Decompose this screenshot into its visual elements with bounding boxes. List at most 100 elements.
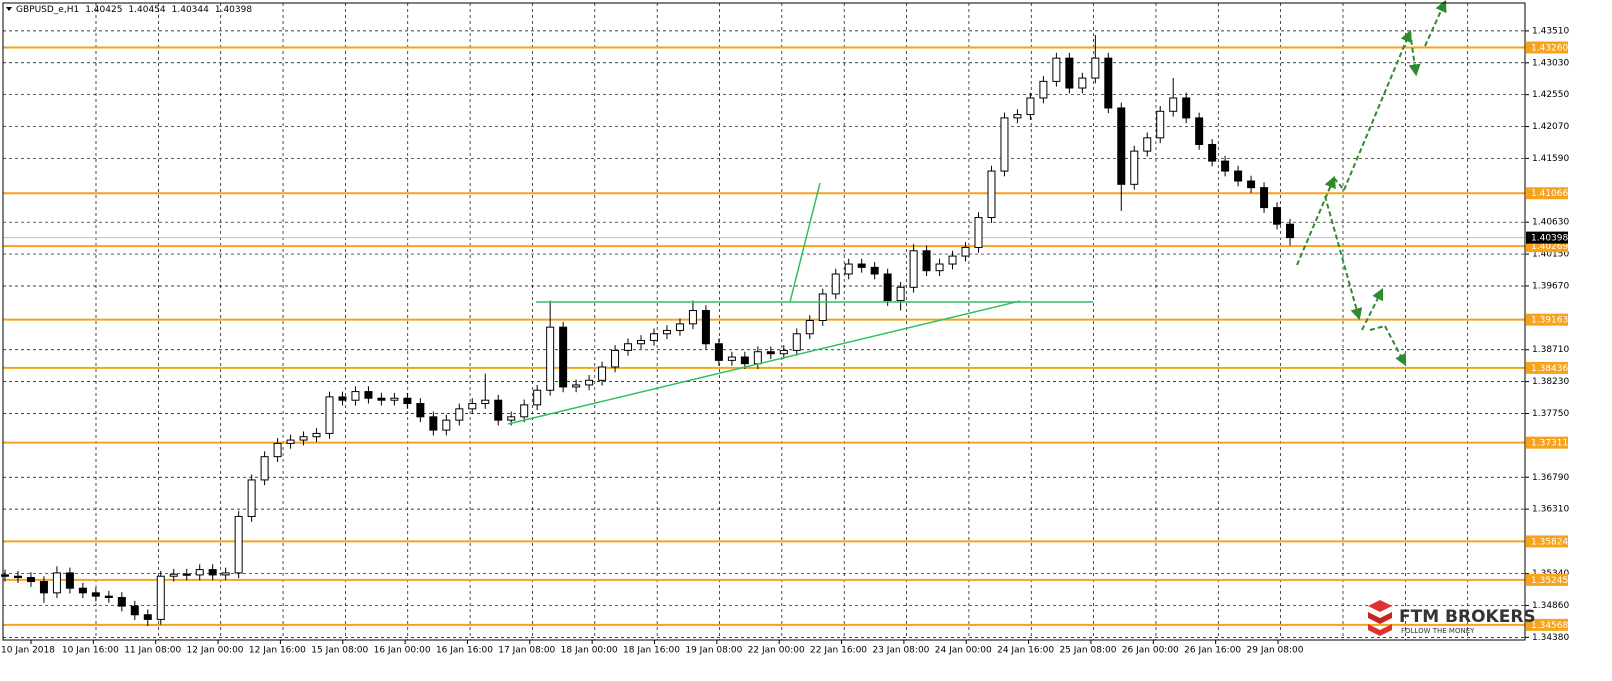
candle-body (559, 326, 568, 388)
level-label-bg (1526, 313, 1568, 326)
x-tick-label: 18 Jan 16:00 (623, 646, 680, 656)
level-label-bg (1526, 535, 1568, 548)
level-label: 1.43260 (1531, 44, 1568, 54)
candle-body (13, 575, 22, 579)
candle-body (987, 170, 996, 219)
y-tick-label: 1.42550 (1532, 90, 1569, 100)
level-label-bg (1526, 573, 1568, 586)
candle-body (1234, 170, 1243, 182)
level-label-bg (1526, 41, 1568, 54)
candle-body (1143, 137, 1152, 152)
level-label: 1.41066 (1531, 189, 1568, 199)
logo: FTM BROKERS FOLLOW THE MONEY (1368, 600, 1536, 636)
y-tick-label: 1.42070 (1532, 122, 1569, 132)
candle-body (1195, 117, 1204, 145)
candle-body (1117, 107, 1126, 185)
candle-body (390, 397, 399, 401)
candle-body (870, 266, 879, 275)
candle-body (494, 399, 503, 421)
level-label: 1.40269 (1531, 242, 1568, 252)
candle-body (104, 595, 113, 598)
candle-body (221, 572, 230, 576)
x-tick-label: 18 Jan 00:00 (561, 646, 618, 656)
arrow (1384, 325, 1407, 367)
candle-body (273, 442, 282, 458)
candle-body (26, 577, 35, 583)
level-label: 1.38436 (1531, 364, 1568, 374)
candle-body (585, 379, 594, 386)
candle-body (1039, 80, 1048, 99)
candle-body (598, 366, 607, 381)
candle-body (468, 403, 477, 410)
candle-body (1091, 57, 1100, 79)
candles (1, 34, 1295, 627)
plot-frame (2, 2, 1526, 641)
candle-body (766, 351, 775, 355)
candle-body (1208, 143, 1217, 162)
level-label: 1.35245 (1531, 576, 1568, 586)
x-tick-label: 11 Jan 08:00 (124, 646, 181, 656)
arrow (1324, 195, 1363, 321)
candle-body (338, 396, 347, 401)
candle-body (351, 391, 360, 401)
grid (3, 3, 1525, 640)
y-tick-label: 1.36310 (1532, 505, 1569, 515)
dropdown-icon[interactable] (6, 7, 12, 11)
y-tick-label: 1.41590 (1532, 154, 1569, 164)
candle-body (286, 439, 295, 444)
x-tick-label: 24 Jan 00:00 (935, 646, 992, 656)
candle-body (1052, 57, 1061, 82)
candle-body (364, 391, 373, 399)
candle-body (195, 569, 204, 576)
candle-body (805, 320, 814, 335)
candle-body (1, 574, 9, 577)
candle-body (260, 456, 269, 481)
logo-name: FTM BROKERS (1399, 607, 1536, 627)
x-tick-label: 24 Jan 16:00 (997, 646, 1054, 656)
arrow (1333, 177, 1345, 191)
y-tick-label: 1.40150 (1532, 250, 1569, 260)
y-tick-label: 1.34380 (1532, 633, 1569, 643)
candle-body (312, 432, 321, 438)
logo-icon (1368, 600, 1392, 612)
x-tick-label: 17 Jan 08:00 (498, 646, 555, 656)
candle-body (883, 273, 892, 302)
candle-body (572, 384, 581, 388)
candle-body (792, 333, 801, 351)
candle-body (39, 581, 48, 594)
candle-body (377, 397, 386, 401)
level-label: 1.34568 (1531, 621, 1568, 631)
y-tick-label: 1.43030 (1532, 58, 1569, 68)
arrow (1343, 29, 1412, 191)
y-tick-label: 1.37750 (1532, 409, 1569, 419)
candle-body (1026, 97, 1035, 116)
ohlc-value: 1.40398 (215, 5, 252, 15)
logo-tagline: FOLLOW THE MONEY (1401, 627, 1475, 635)
arrow (1408, 31, 1421, 77)
candle-body (182, 573, 191, 576)
ohlc-value: 1.40454 (128, 5, 165, 15)
candle-body (325, 396, 334, 434)
candle-body (169, 573, 178, 577)
candle-body (65, 572, 74, 589)
candle-body (416, 403, 425, 418)
candle-body (1286, 223, 1295, 239)
candle-body (896, 286, 905, 302)
candle-body (961, 246, 970, 257)
level-label: 1.35824 (1531, 537, 1568, 547)
current-price-bg (1526, 231, 1568, 244)
projection-line (789, 182, 821, 303)
x-tick-label: 22 Jan 16:00 (810, 646, 867, 656)
level-label-bg (1526, 361, 1568, 374)
candle-body (909, 250, 918, 288)
candle-body (753, 351, 762, 365)
candle-body (948, 255, 957, 265)
y-tick-label: 1.38230 (1532, 377, 1569, 387)
candle-body (507, 416, 516, 421)
y-tick-label: 1.34860 (1532, 601, 1569, 611)
candle-body (714, 343, 723, 361)
x-tick-label: 29 Jan 08:00 (1247, 646, 1304, 656)
x-tick-label: 10 Jan 2018 (1, 646, 55, 656)
